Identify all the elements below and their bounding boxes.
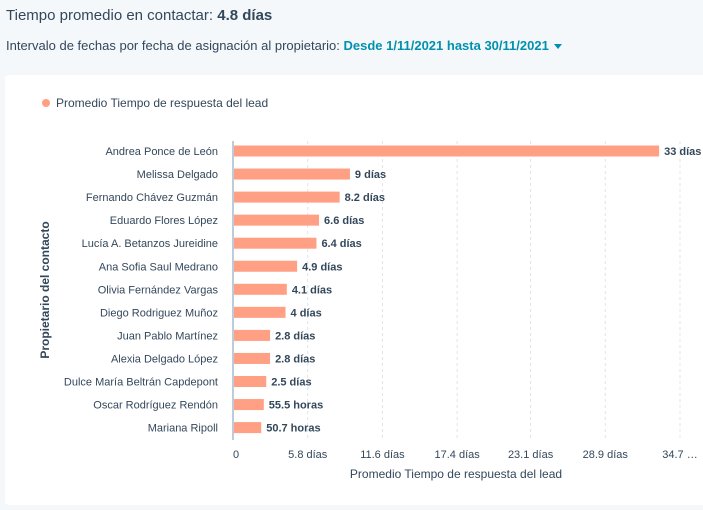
y-axis-title: Propietario del contacto xyxy=(38,221,52,358)
bar xyxy=(234,329,271,341)
bar xyxy=(234,352,271,364)
bar xyxy=(234,260,298,272)
x-tick-label: 34.7 … xyxy=(662,449,697,461)
category-label: Diego Rodriguez Muñoz xyxy=(100,307,218,319)
page-title: Tiempo promedio en contactar: 4.8 días xyxy=(6,7,272,24)
bar-value-label: 2.5 días xyxy=(271,377,311,389)
bar xyxy=(234,168,350,180)
legend-marker xyxy=(42,99,50,107)
bar-value-label: 8.2 días xyxy=(345,192,385,204)
bar-value-label: 55.5 horas xyxy=(269,400,323,412)
category-label: Ana Sofia Saul Medrano xyxy=(99,261,218,273)
title-value: 4.8 días xyxy=(217,7,273,24)
date-range-value: Desde 1/11/2021 hasta 30/11/2021 xyxy=(343,38,549,53)
category-label: Alexia Delgado López xyxy=(111,353,218,365)
category-label: Andrea Ponce de León xyxy=(105,146,218,158)
legend-label: Promedio Tiempo de respuesta del lead xyxy=(56,96,268,110)
x-tick-label: 11.6 días xyxy=(360,449,405,461)
bar-value-label: 2.8 días xyxy=(275,353,315,365)
x-tick-label: 0 xyxy=(233,449,239,461)
bar-value-label: 50.7 horas xyxy=(266,423,320,435)
bar xyxy=(234,283,287,295)
x-tick-label: 28.9 días xyxy=(583,449,629,461)
bar-value-label: 6.6 días xyxy=(324,215,364,227)
x-tick-label: 23.1 días xyxy=(508,449,554,461)
bar xyxy=(234,422,262,434)
category-label: Juan Pablo Martínez xyxy=(117,330,218,342)
category-label: Melissa Delgado xyxy=(137,169,218,181)
category-label: Eduardo Flores López xyxy=(110,215,218,227)
category-label: Lucía A. Betanzos Jureidine xyxy=(82,238,218,250)
filter-label: Intervalo de fechas por fecha de asignac… xyxy=(6,38,340,53)
bar xyxy=(234,376,267,387)
bar xyxy=(234,399,264,411)
category-label: Mariana Ripoll xyxy=(148,423,218,435)
chart-card: Promedio Tiempo de respuesta del lead 0 5.… xyxy=(5,75,703,505)
date-range-filter: Intervalo de fechas por fecha de asignac… xyxy=(6,38,562,53)
bar-value-label: 6.4 días xyxy=(321,238,361,250)
category-label: Olivia Fernández Vargas xyxy=(98,284,219,296)
bar-value-label: 4 días xyxy=(291,307,322,319)
bar-chart: Promedio Tiempo de respuesta del lead 0 5.… xyxy=(38,96,701,481)
category-label: Fernando Chávez Guzmán xyxy=(86,192,218,204)
bar-value-label: 9 días xyxy=(355,169,386,181)
bar-value-label: 33 días xyxy=(664,146,701,158)
bar xyxy=(234,145,660,157)
x-tick-label: 17.4 días xyxy=(435,449,481,461)
category-label: Oscar Rodríguez Rendón xyxy=(93,400,218,412)
bar xyxy=(234,214,320,226)
bar-value-label: 4.9 días xyxy=(302,261,342,273)
date-range-dropdown[interactable]: Desde 1/11/2021 hasta 30/11/2021 xyxy=(344,38,562,53)
category-label: Dulce María Beltrán Capdepont xyxy=(64,377,218,389)
bar-value-label: 4.1 días xyxy=(292,284,332,296)
bar-value-label: 2.8 días xyxy=(275,330,315,342)
x-axis-title: Promedio Tiempo de respuesta del lead xyxy=(350,467,562,481)
bar xyxy=(234,237,317,249)
title-label: Tiempo promedio en contactar: xyxy=(6,7,214,24)
bar xyxy=(234,191,340,203)
x-tick-label: 5.8 días xyxy=(288,449,328,461)
caret-down-icon xyxy=(553,44,562,50)
bar xyxy=(234,306,286,318)
